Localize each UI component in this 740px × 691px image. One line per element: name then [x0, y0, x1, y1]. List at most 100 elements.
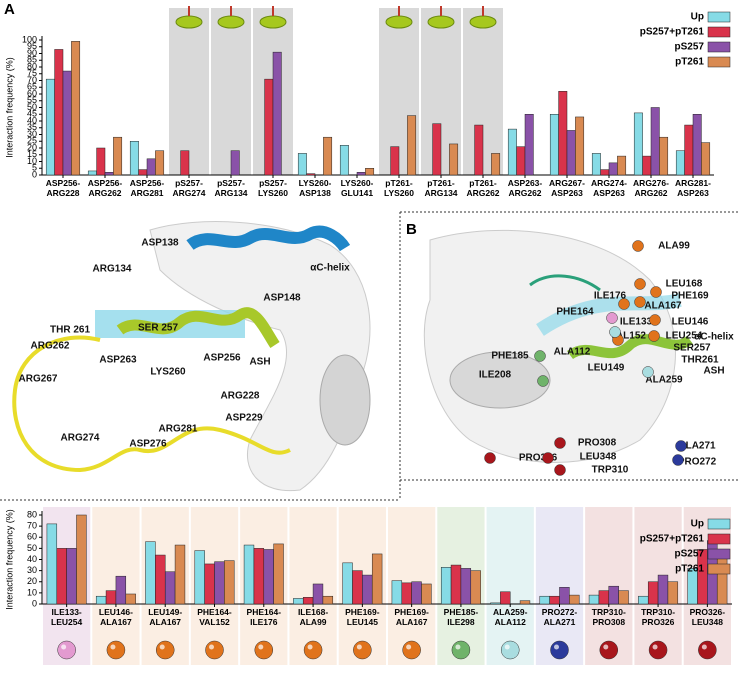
sugar-icon	[175, 15, 203, 29]
y-tick-label: 55	[27, 95, 37, 105]
residue-sphere	[649, 314, 661, 326]
legend-label: pT261	[675, 57, 704, 68]
bar	[54, 49, 64, 176]
bar	[155, 150, 165, 176]
bar	[657, 574, 669, 605]
residue-sphere	[57, 640, 76, 660]
bar	[104, 172, 114, 176]
bar	[243, 544, 255, 605]
y-tick-label: 20	[27, 142, 37, 152]
bar	[293, 598, 304, 605]
bar	[297, 153, 307, 176]
legend-swatch	[707, 11, 731, 23]
residue-label: ARG262	[31, 341, 70, 352]
bar	[716, 555, 728, 605]
x-tick-label: LEU149-ALA167	[148, 607, 182, 627]
x-tick-label: PHE164-VAL152	[197, 607, 232, 627]
residue-label: SER257	[673, 343, 711, 354]
legend-swatch	[707, 26, 731, 38]
sphere-highlight	[701, 644, 707, 650]
bar	[56, 548, 67, 605]
x-tick-label: PRO272-ALA271	[542, 607, 578, 627]
bar	[647, 581, 659, 605]
residue-label: ASP148	[263, 293, 301, 304]
residue-sphere	[500, 640, 520, 660]
x-tick-label: ILE168-ALA99	[298, 607, 328, 627]
sphere-highlight	[554, 644, 559, 650]
bar	[339, 145, 349, 176]
residue-label: ARG267	[19, 374, 58, 385]
residue-sphere	[155, 640, 175, 660]
bar	[76, 514, 87, 605]
bar	[407, 115, 417, 176]
sphere-highlight	[455, 644, 461, 650]
sugar-icon	[217, 15, 245, 29]
residue-label: ALA99	[658, 241, 690, 252]
sugar-icon	[259, 15, 287, 29]
residue-label: αC-helix	[310, 263, 350, 274]
residue-label: ILE133	[620, 317, 653, 328]
residue-sphere	[634, 278, 646, 290]
sphere-highlight	[652, 644, 658, 650]
bar	[650, 107, 660, 176]
legend-label: pS257	[675, 549, 705, 560]
x-tick-label: pT261-LYS260	[384, 178, 414, 198]
sugar-icon	[427, 15, 455, 29]
y-tick-label: 60	[27, 532, 37, 542]
bar	[264, 78, 274, 176]
bar	[46, 523, 58, 605]
y-tick-label: 50	[27, 543, 37, 553]
bar	[125, 593, 136, 605]
residue-label: ALA167	[644, 301, 682, 312]
bar	[371, 553, 383, 605]
x-tick-label: PHE185-ILE298	[444, 607, 479, 627]
bar	[322, 595, 334, 605]
residue-sphere	[554, 464, 566, 476]
x-tick-label: ARG267-ASP263	[549, 178, 585, 198]
x-tick-label: ASP256-ARG281	[130, 178, 165, 198]
bar	[566, 130, 576, 176]
x-tick-label: ALA259-ALA112	[493, 607, 528, 627]
residue-label: SER 257	[138, 323, 178, 334]
y-tick-label: 60	[27, 88, 37, 98]
residue-sphere	[537, 375, 549, 387]
legend-label: Up	[691, 12, 704, 23]
x-tick-label: LEU146-ALA167	[99, 607, 133, 627]
bar	[174, 544, 186, 605]
residue-sphere	[303, 640, 323, 660]
residue-label: LEU168	[666, 279, 703, 290]
bar	[312, 583, 324, 605]
legend-swatch	[707, 533, 731, 545]
residue-sphere	[554, 437, 566, 449]
bar	[558, 91, 568, 176]
legend-swatch	[707, 563, 731, 575]
y-tick-label: 0	[32, 169, 37, 179]
bar	[164, 571, 176, 605]
bar	[600, 169, 610, 176]
x-tick-label: PRO326-LEU348	[690, 607, 726, 627]
bar	[194, 550, 205, 605]
y-tick-label: 40	[27, 554, 37, 564]
legend-swatch	[707, 548, 731, 560]
protein-cartoon	[149, 221, 676, 492]
legend-swatch	[707, 41, 731, 53]
legend-label: pT261	[675, 564, 704, 575]
residue-label: PRO308	[578, 438, 617, 449]
residue-sphere	[634, 296, 646, 308]
bar	[549, 114, 559, 176]
residue-sphere	[451, 640, 471, 660]
bar	[432, 123, 442, 176]
sphere-highlight	[209, 644, 214, 650]
sphere-highlight	[504, 644, 510, 650]
y-tick-label: 25	[27, 136, 37, 146]
y-tick-label: 80	[27, 61, 37, 71]
bar	[113, 136, 123, 176]
bar	[701, 142, 711, 176]
bar	[507, 128, 517, 176]
x-tick-label: PHE169-LEU145	[345, 607, 380, 627]
residue-label: ILE208	[479, 370, 512, 381]
residue-label: ASP229	[225, 413, 263, 424]
bar	[138, 169, 148, 176]
bar	[180, 150, 190, 176]
bar	[391, 580, 403, 605]
